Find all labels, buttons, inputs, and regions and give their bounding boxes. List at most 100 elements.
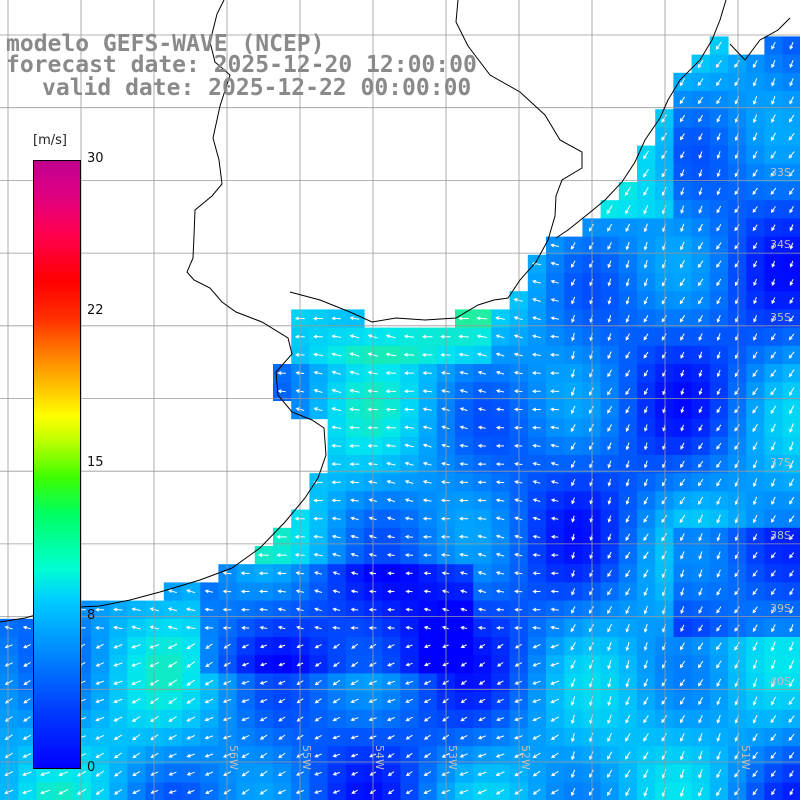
wind-arrow [550,243,560,248]
wind-arrow [607,515,612,523]
wind-arrow [680,333,685,341]
wind-arrow [95,643,104,649]
wind-arrow [698,296,704,305]
latitude-label: 39S [770,602,791,615]
wind-arrow [570,660,576,670]
wind-arrow [277,625,286,630]
wind-arrow [204,753,214,758]
wind-arrow [423,662,431,667]
wind-arrow [149,697,159,704]
wind-arrow [571,533,576,541]
wind-arrow [752,442,758,451]
colorbar-unit-label: [m/s] [33,133,67,148]
wind-arrow [131,716,141,722]
wind-arrow [607,424,612,432]
wind-arrow [550,316,559,321]
wind-arrow [571,570,575,578]
wind-arrow [422,498,432,503]
wind-arrow [386,717,395,722]
wind-arrow [204,735,214,740]
wind-arrow [278,716,286,722]
wind-arrow [495,316,505,321]
wind-arrow [478,698,486,703]
wind-arrow [716,96,722,105]
wind-arrow [458,534,469,539]
wind-arrow [789,624,794,633]
wind-arrow [716,460,722,469]
wind-arrow [771,60,776,69]
wind-arrow [387,571,395,576]
wind-arrow-field [4,41,795,798]
wind-arrow [643,733,649,742]
wind-arrow [661,315,667,323]
wind-arrow [789,78,794,87]
wind-arrow [698,715,703,724]
wind-arrow [405,680,414,685]
wind-arrow [386,516,395,521]
wind-arrow [459,389,468,393]
wind-arrow [349,370,360,375]
wind-arrow [716,78,722,87]
wind-arrow [167,625,178,630]
wind-arrow [607,497,612,505]
wind-arrow [661,168,667,178]
wind-arrow [332,643,340,649]
wind-arrow [531,334,541,339]
wind-arrow [643,296,649,305]
wind-arrow [788,369,795,378]
wind-arrow [550,625,560,630]
wind-arrow [607,551,612,560]
wind-arrow [771,279,776,286]
wind-arrow [643,605,648,615]
wind-arrow [314,589,323,594]
wind-arrow [150,734,159,741]
wind-arrow [168,790,177,794]
wind-arrow [680,169,685,178]
wind-arrow [607,769,613,778]
wind-arrow [131,644,141,649]
wind-arrow [385,334,396,339]
wind-arrow [421,334,433,339]
wind-arrow [789,788,794,796]
wind-arrow [132,734,141,741]
wind-arrow [752,132,758,142]
wind-arrow [550,279,559,284]
wind-arrow [716,514,721,524]
wind-arrow [789,96,794,105]
wind-arrow [350,753,359,758]
wind-arrow [625,641,630,652]
wind-arrow [532,443,541,448]
wind-arrow [625,515,630,523]
wind-arrow [789,659,795,670]
wind-arrow [95,698,105,704]
wind-arrow [222,698,232,703]
wind-arrow [496,698,504,703]
wind-arrow [680,769,685,779]
wind-arrow [168,697,177,705]
wind-arrow [550,298,559,302]
wind-arrow [350,516,359,521]
wind-arrow [752,351,758,359]
wind-arrow [716,442,722,450]
wind-arrow [752,624,758,633]
wind-arrow [715,60,722,68]
wind-arrow [679,679,686,687]
wind-arrow [661,278,667,287]
wind-arrow [477,498,487,503]
wind-arrow [277,607,286,612]
wind-arrow [459,753,468,758]
wind-arrow [185,607,196,612]
wind-arrow [313,552,323,557]
wind-arrow [789,242,794,250]
wind-arrow [607,242,612,251]
wind-arrow [679,660,686,669]
wind-arrow [241,752,250,758]
wind-arrow [405,716,413,722]
wind-arrow [716,132,721,141]
wind-arrow [625,733,631,742]
wind-arrow [589,769,594,778]
wind-arrow [349,443,360,448]
wind-arrow [571,278,576,287]
wind-arrow [698,314,703,323]
wind-arrow [643,515,649,523]
